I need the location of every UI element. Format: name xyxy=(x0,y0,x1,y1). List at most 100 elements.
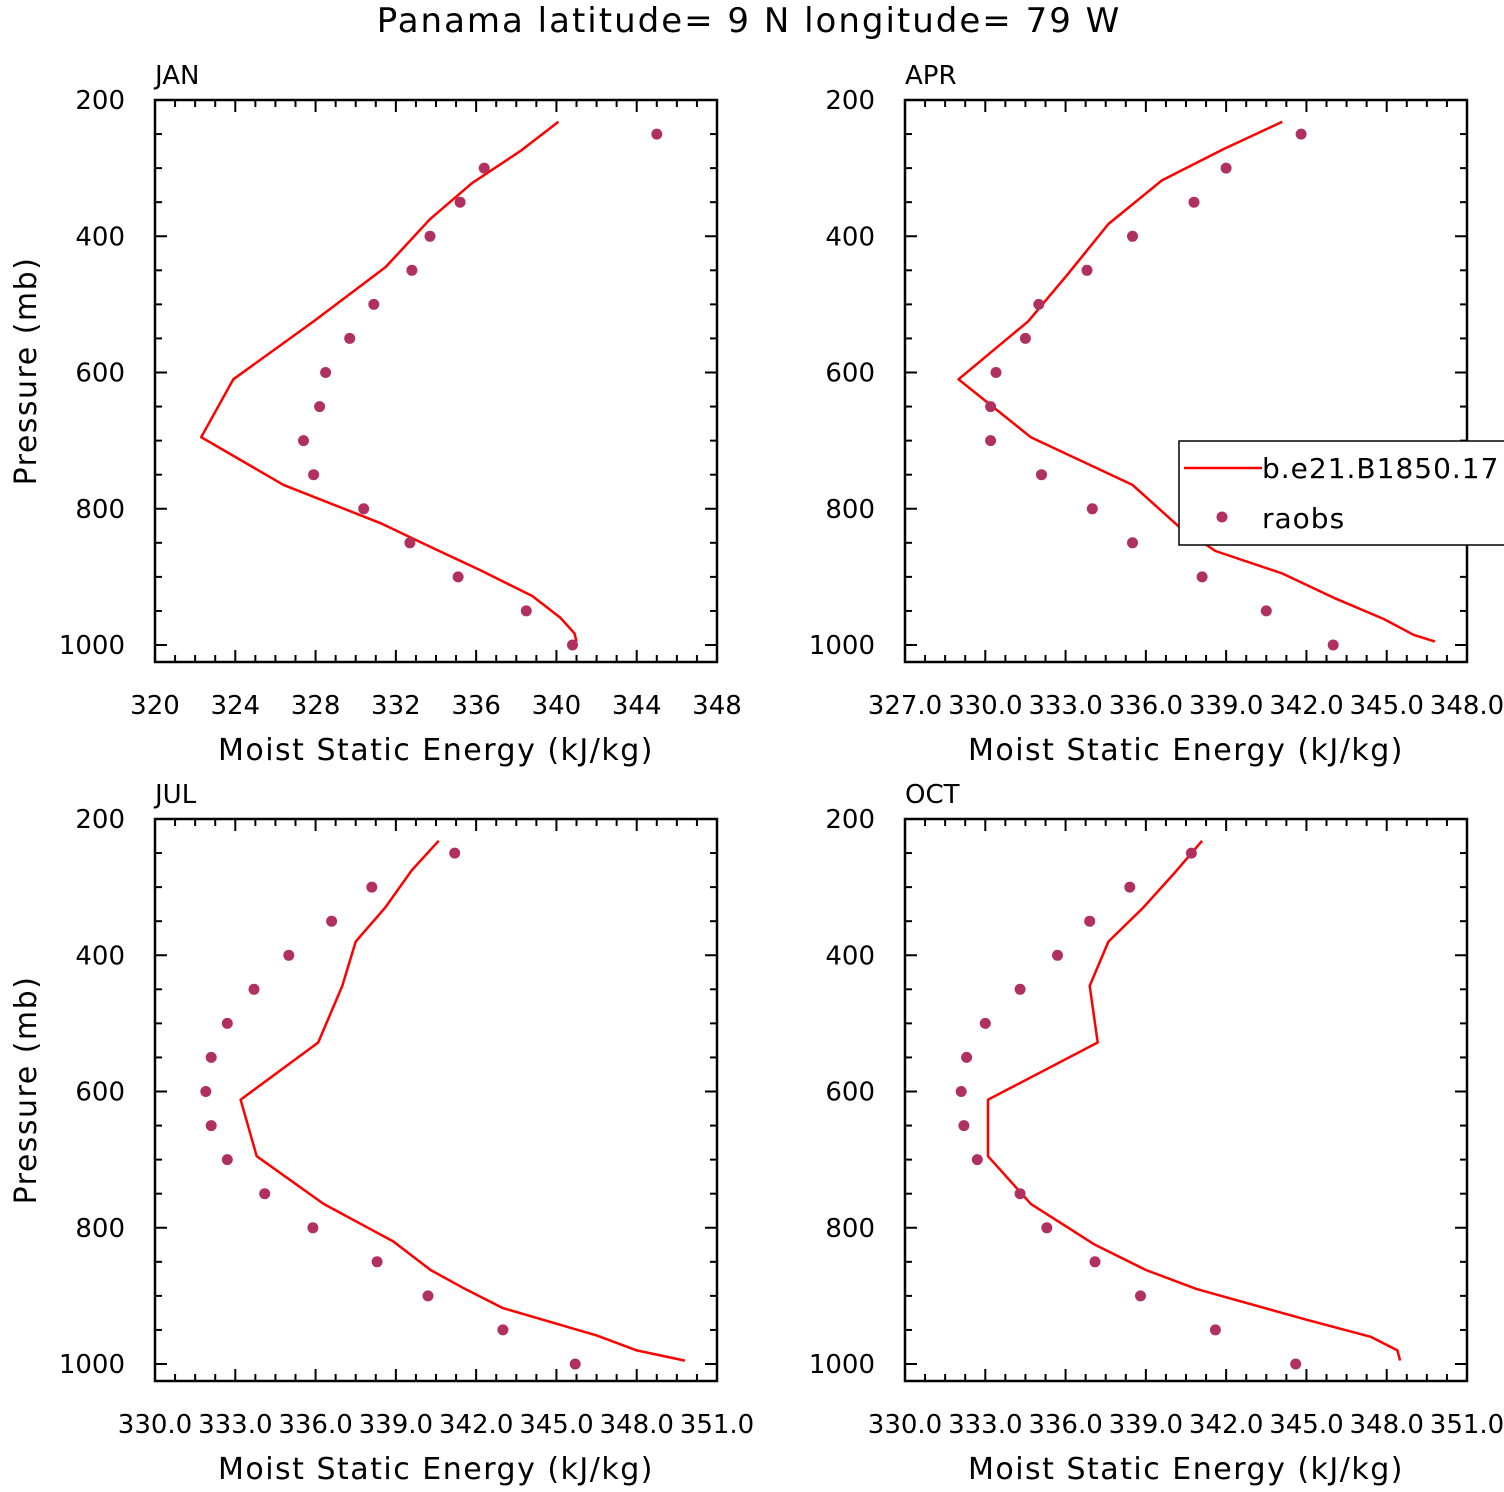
obs-marker-jan xyxy=(478,162,490,174)
obs-marker-jan xyxy=(452,571,464,583)
model-line-oct xyxy=(986,839,1402,1361)
obs-marker-oct xyxy=(1209,1324,1221,1336)
x-tick-label-jan: 336 xyxy=(451,691,501,721)
y-tick-label-apr: 800 xyxy=(825,495,875,525)
x-tick-label-jan: 344 xyxy=(612,691,662,721)
obs-marker-jan xyxy=(454,196,466,208)
obs-marker-apr xyxy=(985,435,997,447)
obs-marker-oct xyxy=(979,1017,991,1029)
y-tick-label-jul: 800 xyxy=(75,1214,125,1244)
obs-marker-jan xyxy=(298,435,309,447)
x-tick-label-jan: 340 xyxy=(532,691,582,721)
obs-marker-oct xyxy=(971,1154,983,1166)
obs-marker-jul xyxy=(326,915,338,927)
panel-label-oct: OCT xyxy=(905,780,960,810)
legend-marker-swatch xyxy=(1216,511,1228,523)
y-tick-label-oct: 400 xyxy=(825,941,875,971)
x-axis-label-jan: Moist Static Energy (kJ/kg) xyxy=(218,733,654,768)
legend-label-model: b.e21.B1850.17 xyxy=(1262,452,1499,485)
plot-frame-apr xyxy=(903,98,1469,664)
obs-marker-jan xyxy=(404,537,416,549)
x-tick-label-jul: 342.0 xyxy=(439,1410,513,1440)
obs-marker-jan xyxy=(406,264,418,276)
x-tick-label-jul: 345.0 xyxy=(519,1410,593,1440)
obs-marker-jul xyxy=(200,1086,212,1097)
panel-jan: JAN 320 324 328 332 336 340 344 348 200 400 600 800 1… xyxy=(9,61,742,768)
y-tick-label-apr: 200 xyxy=(825,86,875,116)
panel-label-jul: JUL xyxy=(153,780,197,810)
panel-label-apr: APR xyxy=(905,61,957,91)
x-tick-label-oct: 345.0 xyxy=(1269,1410,1343,1440)
obs-marker-jul xyxy=(248,983,260,995)
x-tick-label-jan: 328 xyxy=(291,691,341,721)
obs-marker-apr xyxy=(1260,605,1272,617)
x-tick-label-jan: 324 xyxy=(210,691,260,721)
x-tick-label-oct: 351.0 xyxy=(1430,1410,1504,1440)
obs-marker-jan xyxy=(567,639,578,651)
obs-marker-apr xyxy=(1196,571,1208,583)
y-tick-label-jan: 200 xyxy=(75,86,125,116)
y-tick-label-oct: 600 xyxy=(825,1078,875,1108)
panel-apr: APR 327.0 330.0 333.0 336.0 339.0 342.0 345.0 34… xyxy=(809,61,1504,768)
obs-marker-apr xyxy=(990,367,1002,378)
obs-marker-jul xyxy=(205,1120,217,1132)
x-tick-label-apr: 333.0 xyxy=(1028,691,1102,721)
obs-marker-oct xyxy=(1089,1256,1101,1268)
y-tick-label-jan: 800 xyxy=(75,495,125,525)
x-tick-label-apr: 348.0 xyxy=(1430,691,1504,721)
x-tick-label-jul: 330.0 xyxy=(118,1410,192,1440)
y-tick-label-jul: 600 xyxy=(75,1078,125,1108)
obs-marker-oct xyxy=(958,1120,970,1132)
x-tick-label-oct: 348.0 xyxy=(1349,1410,1423,1440)
obs-marker-apr xyxy=(1188,196,1200,208)
x-axis-label-oct: Moist Static Energy (kJ/kg) xyxy=(968,1452,1404,1487)
obs-marker-jul xyxy=(449,847,461,859)
x-tick-label-jul: 336.0 xyxy=(278,1410,352,1440)
x-tick-label-oct: 339.0 xyxy=(1109,1410,1183,1440)
legend-box xyxy=(1178,440,1504,546)
x-tick-label-oct: 330.0 xyxy=(868,1410,942,1440)
obs-marker-apr xyxy=(1127,537,1138,549)
obs-marker-jul xyxy=(205,1051,217,1063)
y-tick-label-jan: 600 xyxy=(75,359,125,389)
obs-marker-oct xyxy=(1052,949,1063,961)
x-tick-label-apr: 345.0 xyxy=(1349,691,1423,721)
obs-marker-jan xyxy=(358,503,370,515)
x-tick-label-apr: 327.0 xyxy=(868,691,942,721)
panels-container: JAN 320 324 328 332 336 340 344 348 200 400 600 800 1… xyxy=(9,61,1504,1487)
obs-marker-jul xyxy=(259,1188,271,1200)
obs-marker-jan xyxy=(314,401,326,413)
x-tick-label-jul: 348.0 xyxy=(599,1410,673,1440)
x-axis-label-jul: Moist Static Energy (kJ/kg) xyxy=(218,1452,654,1487)
x-tick-label-apr: 330.0 xyxy=(948,691,1022,721)
x-tick-label-oct: 342.0 xyxy=(1189,1410,1263,1440)
obs-marker-jul xyxy=(221,1154,233,1166)
y-tick-label-oct: 1000 xyxy=(809,1350,875,1380)
obs-marker-apr xyxy=(1127,230,1138,242)
y-tick-label-apr: 600 xyxy=(825,359,875,389)
y-tick-label-jul: 200 xyxy=(75,805,125,835)
legend-label-raobs: raobs xyxy=(1262,502,1345,535)
obs-marker-jul xyxy=(422,1290,434,1302)
x-tick-label-apr: 336.0 xyxy=(1109,691,1183,721)
chart-title: Panama latitude= 9 N longitude= 79 W xyxy=(377,1,1122,41)
obs-marker-oct xyxy=(961,1051,973,1063)
obs-marker-jul xyxy=(221,1017,233,1029)
x-tick-label-oct: 333.0 xyxy=(948,1410,1022,1440)
model-line-jan xyxy=(199,120,578,642)
obs-marker-jan xyxy=(308,469,320,481)
obs-marker-apr xyxy=(1036,469,1047,481)
obs-marker-jul xyxy=(366,881,378,893)
y-tick-label-apr: 1000 xyxy=(809,631,875,661)
x-tick-label-jul: 333.0 xyxy=(198,1410,272,1440)
obs-marker-apr xyxy=(1081,264,1093,276)
x-tick-label-jan: 348 xyxy=(692,691,742,721)
y-tick-label-jan: 1000 xyxy=(59,631,125,661)
panel-jul: JUL 330.0 333.0 336.0 339.0 342.0 345.0 348.0 35… xyxy=(9,780,754,1487)
obs-marker-oct xyxy=(1135,1290,1146,1302)
obs-marker-oct xyxy=(1014,1188,1026,1200)
y-tick-label-oct: 200 xyxy=(825,805,875,835)
panel-oct: OCT 330.0 333.0 336.0 339.0 342.0 345.0 348.0 35… xyxy=(809,780,1504,1487)
obs-marker-oct xyxy=(1084,915,1096,927)
